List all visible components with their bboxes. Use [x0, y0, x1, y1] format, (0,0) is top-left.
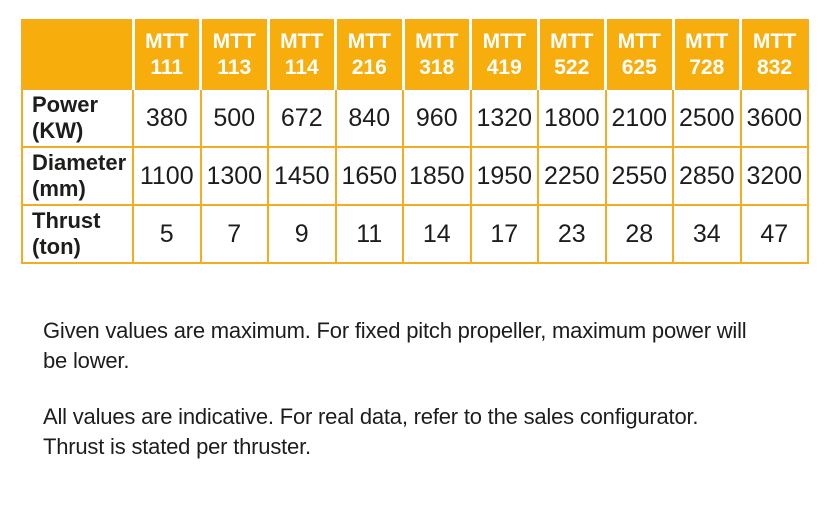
header-row: MTT 111 MTT 113 MTT 114 MTT 216 MTT 318 MTT 4…: [22, 20, 808, 89]
value-cell: 28: [604, 204, 674, 264]
note-indicative-values: All values are indicative. For real data…: [43, 404, 699, 459]
table-body: Power (KW) 380 500 672 840 960 1320 1800 2100 250…: [21, 88, 809, 264]
note-max-values: Given values are maximum. For fixed pitc…: [43, 318, 747, 373]
value-cell: 1300: [199, 146, 269, 206]
value-cell: 1320: [469, 88, 539, 148]
value-cell: 1800: [537, 88, 607, 148]
value-cell: 17: [469, 204, 539, 264]
row-label: Power (KW): [21, 88, 134, 148]
value-cell: 2500: [672, 88, 742, 148]
column-header: MTT 728: [671, 20, 741, 89]
value-cell: 2850: [672, 146, 742, 206]
row-label: Thrust (ton): [21, 204, 134, 264]
value-cell: 960: [402, 88, 472, 148]
table-row: Power (KW) 380 500 672 840 960 1320 1800 2100 250…: [21, 88, 809, 148]
value-cell: 47: [739, 204, 809, 264]
column-header: MTT 216: [334, 20, 403, 89]
value-cell: 2100: [604, 88, 674, 148]
value-cell: 23: [537, 204, 607, 264]
value-cell: 1100: [132, 146, 202, 206]
column-header: MTT 832: [739, 20, 808, 89]
value-cell: 5: [132, 204, 202, 264]
column-header: MTT 522: [536, 20, 606, 89]
table-header: MTT 111 MTT 113 MTT 114 MTT 216 MTT 318 MTT 4…: [22, 20, 808, 89]
column-header: MTT 419: [469, 20, 538, 89]
column-header: MTT 113: [199, 20, 268, 89]
table-row: Thrust (ton) 5 7 9 11 14 17 23 28 34 47: [21, 204, 809, 264]
corner-cell: [22, 20, 133, 89]
value-cell: 1950: [469, 146, 539, 206]
value-cell: 1650: [334, 146, 404, 206]
column-header: MTT 111: [131, 20, 201, 89]
value-cell: 3600: [739, 88, 809, 148]
value-cell: 500: [199, 88, 269, 148]
row-label: Diameter (mm): [21, 146, 134, 206]
value-cell: 380: [132, 88, 202, 148]
value-cell: 840: [334, 88, 404, 148]
value-cell: 11: [334, 204, 404, 264]
value-cell: 2550: [604, 146, 674, 206]
column-header: MTT 625: [604, 20, 673, 89]
thruster-spec-table: MTT 111 MTT 113 MTT 114 MTT 216 MTT 318 MTT 4…: [21, 19, 809, 264]
column-header: MTT 318: [401, 20, 471, 89]
value-cell: 1850: [402, 146, 472, 206]
value-cell: 7: [199, 204, 269, 264]
value-cell: 34: [672, 204, 742, 264]
value-cell: 9: [267, 204, 337, 264]
column-header: MTT 114: [266, 20, 336, 89]
value-cell: 1450: [267, 146, 337, 206]
value-cell: 2250: [537, 146, 607, 206]
value-cell: 14: [402, 204, 472, 264]
value-cell: 3200: [739, 146, 809, 206]
table-row: Diameter (mm) 1100 1300 1450 1650 1850 1950 225…: [21, 146, 809, 206]
value-cell: 672: [267, 88, 337, 148]
